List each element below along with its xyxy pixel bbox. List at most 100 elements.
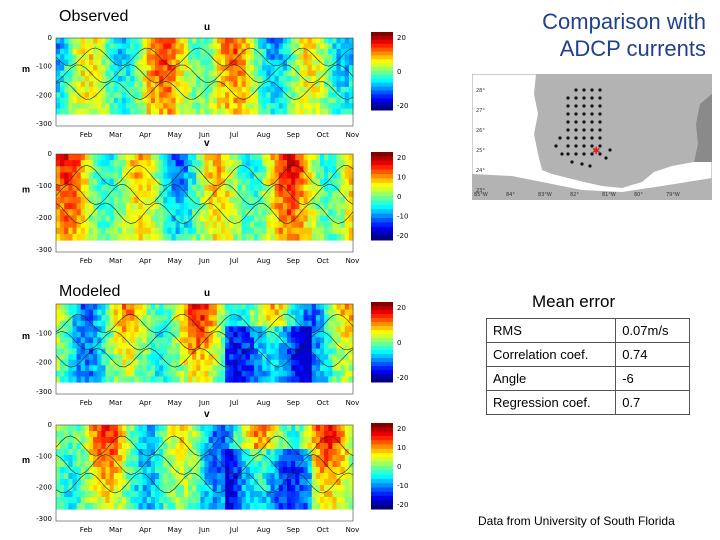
month-label: Aug bbox=[257, 399, 271, 407]
month-label: Apr bbox=[139, 131, 151, 139]
error-row: Regression coef. 0.7 bbox=[485, 390, 690, 415]
colorbar bbox=[371, 302, 393, 383]
station-dot bbox=[598, 104, 602, 108]
page-title: Comparison with ADCP currents bbox=[440, 8, 706, 62]
colorbar-tick-label: -20 bbox=[397, 374, 408, 382]
month-label: Jul bbox=[229, 526, 239, 534]
y-tick-label: -100 bbox=[36, 329, 52, 337]
month-label: Jun bbox=[198, 526, 210, 534]
station-dot bbox=[590, 136, 594, 140]
station-dot bbox=[598, 112, 602, 116]
map-lat-label: 27° bbox=[476, 108, 485, 114]
month-label: Apr bbox=[139, 526, 151, 534]
station-dot bbox=[598, 120, 602, 124]
station-dot bbox=[574, 152, 578, 156]
map-lon-label: 83°W bbox=[538, 192, 552, 198]
station-dot bbox=[560, 152, 564, 156]
current-field bbox=[56, 304, 354, 383]
colorbar-tick-label: 0 bbox=[397, 463, 401, 471]
map-lat-label: 25° bbox=[476, 148, 485, 154]
y-tick-label: 0 bbox=[48, 150, 52, 158]
month-label: Oct bbox=[317, 526, 329, 534]
variable-label: u bbox=[204, 288, 210, 299]
current-field bbox=[56, 38, 354, 115]
y-unit-label: m bbox=[22, 185, 30, 195]
error-metric-value: 0.74 bbox=[615, 342, 690, 367]
month-label: Apr bbox=[139, 399, 151, 407]
contour-line bbox=[55, 202, 354, 224]
station-dot bbox=[570, 160, 574, 164]
station-dot bbox=[590, 120, 594, 124]
y-tick-label: -200 bbox=[36, 91, 52, 99]
plot-frame bbox=[55, 37, 354, 127]
current-field bbox=[56, 425, 354, 510]
contour-line bbox=[55, 348, 354, 368]
station-dot bbox=[574, 120, 578, 124]
contour-line bbox=[55, 313, 354, 334]
y-tick-label: -300 bbox=[36, 120, 52, 128]
variable-label: v bbox=[204, 409, 210, 420]
station-dot bbox=[598, 96, 602, 100]
station-dot bbox=[582, 144, 586, 148]
month-label: Mar bbox=[109, 526, 122, 534]
error-row: RMS 0.07m/s bbox=[485, 318, 690, 343]
station-dot bbox=[598, 136, 602, 140]
contour-line bbox=[55, 472, 354, 494]
contour-line bbox=[55, 47, 354, 67]
contour-line bbox=[55, 183, 354, 206]
station-dot bbox=[598, 88, 602, 92]
month-label: Oct bbox=[317, 399, 329, 407]
month-label: Jul bbox=[229, 131, 239, 139]
month-label: Sep bbox=[287, 131, 301, 139]
map-lon-label: 81°W bbox=[602, 192, 616, 198]
contour-line bbox=[55, 164, 354, 187]
map-lon-label: 82° bbox=[570, 192, 579, 198]
month-label: Feb bbox=[80, 131, 93, 139]
month-label: Feb bbox=[80, 526, 93, 534]
colorbar-tick-label: 20 bbox=[397, 425, 406, 433]
map-lat-label: 23° bbox=[476, 188, 485, 194]
colorbar-tick-label: 0 bbox=[397, 68, 401, 76]
observed-label: Observed bbox=[59, 8, 129, 25]
station-dot bbox=[574, 144, 578, 148]
plot-frame bbox=[55, 303, 354, 395]
y-tick-label: -100 bbox=[36, 63, 52, 71]
month-label: Nov bbox=[346, 257, 360, 265]
station-dot bbox=[598, 144, 602, 148]
map-lat-label: 24° bbox=[476, 168, 485, 174]
month-label: May bbox=[168, 399, 182, 407]
variable-label: v bbox=[204, 138, 210, 149]
month-label: Sep bbox=[287, 399, 301, 407]
plot-frame bbox=[55, 424, 354, 522]
y-tick-label: -300 bbox=[36, 515, 52, 523]
month-label: Feb bbox=[80, 257, 93, 265]
station-dot bbox=[574, 136, 578, 140]
colorbar-tick-label: 10 bbox=[397, 174, 406, 182]
y-tick-label: -200 bbox=[36, 484, 52, 492]
station-dot bbox=[566, 128, 570, 132]
station-dot bbox=[604, 156, 608, 160]
map-lat-label: 26° bbox=[476, 128, 485, 134]
station-dot bbox=[580, 162, 584, 166]
error-row: Correlation coef. 0.74 bbox=[485, 342, 690, 367]
colorbar-tick-label: 10 bbox=[397, 444, 406, 452]
station-dot bbox=[574, 128, 578, 132]
colorbar-tick-label: 0 bbox=[397, 339, 401, 347]
error-metric-name: Angle bbox=[485, 366, 617, 391]
plot-frame bbox=[55, 153, 354, 253]
month-label: Oct bbox=[317, 257, 329, 265]
station-dot bbox=[590, 128, 594, 132]
y-tick-label: 0 bbox=[48, 421, 52, 429]
month-label: Aug bbox=[257, 526, 271, 534]
station-dot bbox=[588, 164, 592, 168]
error-metric-value: 0.07m/s bbox=[615, 318, 690, 343]
station-dot bbox=[554, 144, 558, 148]
station-dot bbox=[574, 96, 578, 100]
colorbar-tick-label: 20 bbox=[397, 154, 406, 162]
month-label: Aug bbox=[257, 131, 271, 139]
title-line-1: Comparison with bbox=[542, 9, 706, 34]
station-dot bbox=[582, 120, 586, 124]
y-tick-label: -200 bbox=[36, 359, 52, 367]
modeled-label: Modeled bbox=[59, 283, 121, 300]
station-dot bbox=[590, 96, 594, 100]
